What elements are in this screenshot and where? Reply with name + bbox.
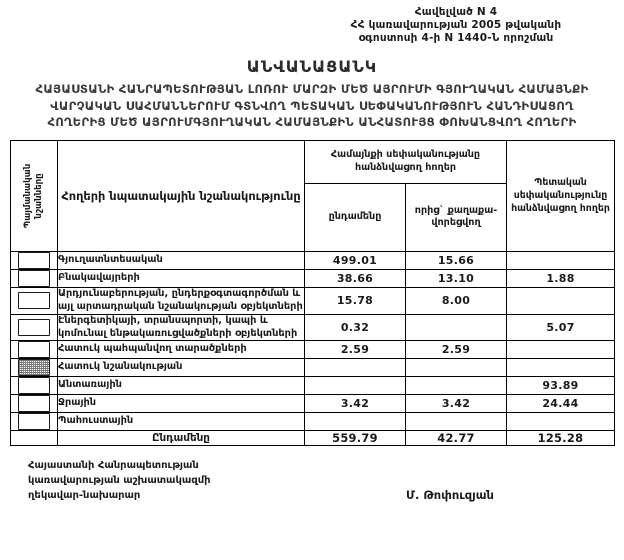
table-row: Արդյունաբերության, ընդերքօգտագործման և ա… [10,286,615,315]
signature-title-line-3: ղեկավար-նախարար [28,490,141,502]
code-box-blank-icon [18,319,50,336]
column-header-community-group: Համայնքի սեփականությանը հանձնվացող հողեր [304,139,507,184]
total-label: Ընդամենը [57,430,305,447]
row-total-value: 3.42 [304,394,406,414]
row-state-value [506,412,615,432]
document-header: Հավելված N 4 ՀՀ կառավարության 2005 թվակա… [300,0,624,45]
subtitle-line-3: ՀՈՂԵՐԻՑ ՄԵԾ ԱՅՐՈՒՄԳՅՈՒՂԱԿԱՆ ՀԱՄԱՅՆՔԻՆ ԱՆ… [47,115,577,130]
column-header-state: Պետական սեփականությունը հանձնվացող հողեր [506,139,615,252]
total-code-cell [10,430,58,447]
table-row: Անտառային 93.89 [10,376,615,396]
code-box-blank-icon [18,341,50,359]
signature-title-line-2: կառավարության աշխատակազմի [28,475,211,487]
row-code-cell [10,268,58,288]
column-header-code-line-1: Պայմանական [22,163,33,228]
total-privatized-value: 42.77 [405,430,507,447]
table-body: Գյուղատնտեսական 499.01 15.66 Բնակավայրերի 38… [10,250,615,447]
row-state-value: 24.44 [506,394,615,414]
row-privatized-value: 3.42 [405,394,507,414]
table-row: Գյուղատնտեսական 499.01 15.66 [10,250,615,270]
row-state-value: 93.89 [506,376,615,396]
code-box-noisy-icon [18,359,50,377]
row-privatized-value [405,313,507,342]
row-privatized-value: 8.00 [405,286,507,315]
column-header-total: ընդամենը [304,182,406,252]
row-code-cell [10,376,58,396]
row-state-value: 1.88 [506,268,615,288]
row-state-value [506,286,615,315]
header-line-3: օգոստոսի 4-ի N 1440-Ն որոշման [358,32,554,45]
row-code-cell [10,394,58,414]
code-box-blank-icon [18,395,50,413]
code-box-blank-icon [18,251,50,269]
row-privatized-value: 13.10 [405,268,507,288]
row-total-value: 38.66 [304,268,406,288]
row-privatized-value: 2.59 [405,340,507,360]
land-allocation-table: Պայմանական նշանները Հողերի նպատակային նշ… [10,139,615,447]
signature-title-line-1: Հայաստանի Հանրապետության [28,460,199,472]
row-label: Գյուղատնտեսական [57,250,305,270]
table-header-row-2: ընդամենը որից` քաղաքա-վորեցվող [11,182,615,252]
subtitle-line-1: ՀԱՅԱՍՏԱՆԻ ՀԱՆՐԱՊԵՏՈՒԹՅԱՆ ԼՈՌՈՒ ՄԱՐԶԻ ՄԵԾ… [35,82,589,97]
code-box-blank-icon [18,377,50,395]
row-state-value [506,250,615,270]
code-box-blank-icon [18,269,50,287]
document-title: ԱՆՎԱՆԱՑԱՆԿ [246,57,378,77]
row-label: Հատուկ պահպանվող տարածքների [57,340,305,360]
row-label: Էներգետիկայի, տրանսպորտի, կապի և կոմունա… [57,313,305,342]
row-privatized-value [405,376,507,396]
column-header-purpose: Հողերի նպատակային նշանակությունը [57,139,305,252]
row-total-value [304,358,406,378]
code-box-blank-icon [18,413,50,431]
header-line-1: Հավելված N 4 [414,6,498,18]
row-total-value: 2.59 [304,340,406,360]
row-privatized-value: 15.66 [405,250,507,270]
column-header-privatized: որից` քաղաքա-վորեցվող [405,182,507,252]
row-label: Պահուստային [57,412,305,432]
row-total-value: 499.01 [304,250,406,270]
row-code-cell [10,358,58,378]
row-code-cell [10,286,58,315]
table-total-row: Ընդամենը 559.79 42.77 125.28 [10,430,615,447]
row-code-cell [10,412,58,432]
total-state-value: 125.28 [506,430,615,447]
table-row: Ջրային 3.42 3.42 24.44 [10,394,615,414]
row-total-value: 15.78 [304,286,406,315]
row-privatized-value [405,358,507,378]
row-state-value [506,340,615,360]
table-header-row-1: Պայմանական նշանները Հողերի նպատակային նշ… [10,139,615,252]
row-total-value [304,376,406,396]
signature-name: Մ. Թոփուզյան [406,488,494,503]
row-label: Բնակավայրերի [57,268,305,288]
table-row: Բնակավայրերի 38.66 13.10 1.88 [10,268,615,288]
table-row: Հատուկ պահպանվող տարածքների 2.59 2.59 [10,340,615,360]
column-header-code: Պայմանական նշանները [10,139,58,252]
code-box-blank-icon [18,292,50,310]
row-code-cell [10,313,58,342]
row-code-cell [10,340,58,360]
total-sum-value: 559.79 [304,430,406,447]
row-state-value [506,358,615,378]
document-subtitle: ՀԱՅԱՍՏԱՆԻ ՀԱՆՐԱՊԵՏՈՒԹՅԱՆ ԼՈՌՈՒ ՄԱՐԶԻ ՄԵԾ… [0,81,624,130]
column-header-code-line-2: նշանները [34,173,44,219]
row-privatized-value [405,412,507,432]
row-state-value: 5.07 [506,313,615,342]
signature-title: Հայաստանի Հանրապետության կառավարության ա… [10,458,358,503]
row-total-value: 0.32 [304,313,406,342]
row-label: Հատուկ նշանակության [57,358,305,378]
header-line-2: ՀՀ կառավարության 2005 թվականի [350,19,562,32]
report-table-wrapper: Պայմանական նշանները Հողերի նպատակային նշ… [10,139,615,447]
subtitle-line-2: ՎԱՐՉԱԿԱՆ ՍԱՀՄԱՆՆԵՐՈՒՄ ԳՏՆՎՈՂ ՊԵՏԱԿԱՆ ՍԵՓ… [50,98,574,113]
table-header: Պայմանական նշանները Հողերի նպատակային նշ… [10,139,615,252]
row-label: Արդյունաբերության, ընդերքօգտագործման և ա… [57,286,305,315]
document-footer: Հայաստանի Հանրապետության կառավարության ա… [10,458,614,503]
row-label: Ջրային [57,394,305,414]
row-code-cell [10,250,58,270]
table-row: Հատուկ նշանակության [10,358,615,378]
table-row: Էներգետիկայի, տրանսպորտի, կապի և կոմունա… [10,313,615,342]
row-total-value [304,412,406,432]
row-label: Անտառային [57,376,305,396]
table-row: Պահուստային [10,412,615,432]
